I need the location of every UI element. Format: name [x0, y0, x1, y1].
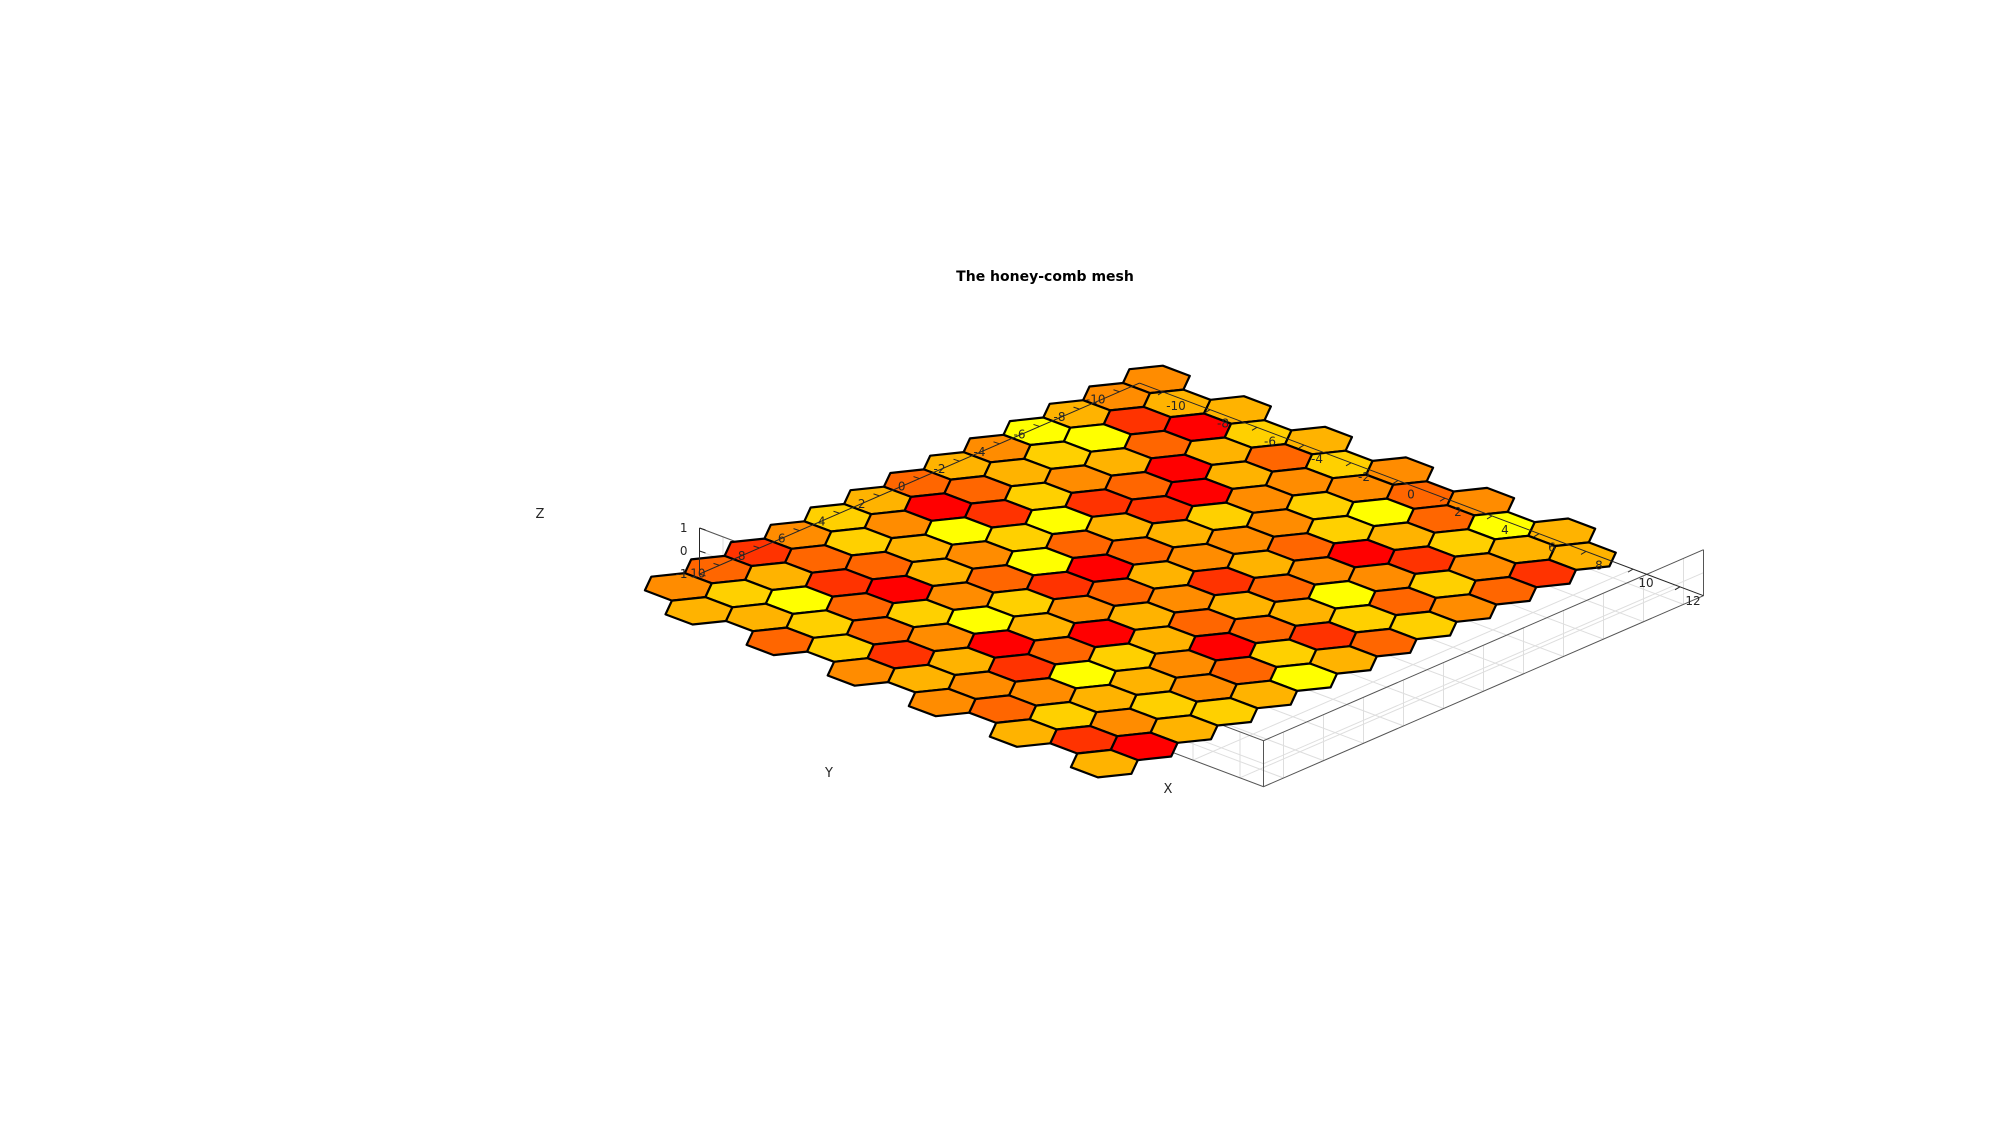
x-tick-mark: [1533, 533, 1540, 538]
z-tick-label: -1: [676, 567, 688, 581]
x-tick-label: 12: [1685, 594, 1700, 608]
y-tick-mark: [753, 545, 760, 549]
x-tick-label: 6: [1548, 541, 1556, 555]
y-tick-label: -10: [1086, 393, 1106, 407]
x-tick-label: 10: [1638, 576, 1653, 590]
hexagon-cell: [1069, 748, 1139, 779]
chart-title: The honey-comb mesh: [956, 269, 1134, 285]
y-tick-mark: [993, 441, 1000, 445]
y-tick-mark: [1113, 389, 1120, 393]
y-tick-mark: [1073, 406, 1080, 410]
x-tick-mark: [1627, 568, 1634, 573]
y-tick-label: 0: [898, 480, 906, 494]
y-tick-label: 2: [858, 497, 866, 511]
x-axis-label: X: [1164, 782, 1173, 797]
x-tick-mark: [1486, 515, 1493, 520]
y-axis-label: Y: [824, 766, 833, 781]
y-tick-label: 6: [778, 532, 786, 546]
x-tick-label: -10: [1166, 399, 1186, 413]
y-tick-label: -8: [1054, 410, 1066, 424]
y-tick-label: -4: [974, 445, 986, 459]
x-tick-mark: [1204, 409, 1211, 414]
x-axis-line: [1139, 382, 1704, 597]
x-tick-mark: [1580, 550, 1587, 555]
x-tick-mark: [1251, 426, 1258, 431]
x-tick-label: -8: [1217, 417, 1229, 431]
y-tick-mark: [873, 493, 880, 497]
z-tick-label: 0: [680, 544, 688, 558]
x-tick-label: -4: [1311, 452, 1323, 466]
x-tick-label: 2: [1454, 505, 1462, 519]
x-tick-label: 8: [1595, 558, 1603, 572]
x-tick-label: -2: [1358, 470, 1370, 484]
x-tick-label: 0: [1407, 488, 1415, 502]
y-tick-mark: [953, 458, 960, 462]
z-axis-label: Z: [536, 507, 545, 522]
y-tick-mark: [913, 476, 920, 480]
x-tick-mark: [1439, 497, 1446, 502]
x-tick-mark: [1345, 462, 1352, 467]
x-tick-label: 4: [1501, 523, 1509, 537]
x-tick-mark: [1674, 586, 1681, 591]
z-tick-mark: [699, 527, 706, 531]
x-tick-mark: [1157, 391, 1164, 396]
z-tick-mark: [699, 573, 706, 577]
y-tick-label: -6: [1014, 427, 1026, 441]
y-tick-label: 8: [738, 549, 746, 563]
z-tick-mark: [699, 550, 706, 554]
y-tick-mark: [713, 562, 720, 566]
z-tick-label: 1: [680, 521, 688, 535]
hexagon-cells: [643, 364, 1617, 779]
y-tick-label: -2: [934, 462, 946, 476]
axis-ticks: -10-8-6-4-2024681012-10-8-6-4-20246810-1…: [676, 389, 1701, 608]
y-tick-label: 4: [818, 514, 826, 528]
x-tick-label: -6: [1264, 434, 1276, 448]
x-tick-mark: [1392, 480, 1399, 484]
y-tick-mark: [1033, 423, 1040, 427]
y-tick-mark: [793, 528, 800, 532]
y-tick-label: 10: [690, 566, 705, 580]
x-tick-mark: [1298, 444, 1305, 449]
y-tick-mark: [833, 510, 840, 514]
